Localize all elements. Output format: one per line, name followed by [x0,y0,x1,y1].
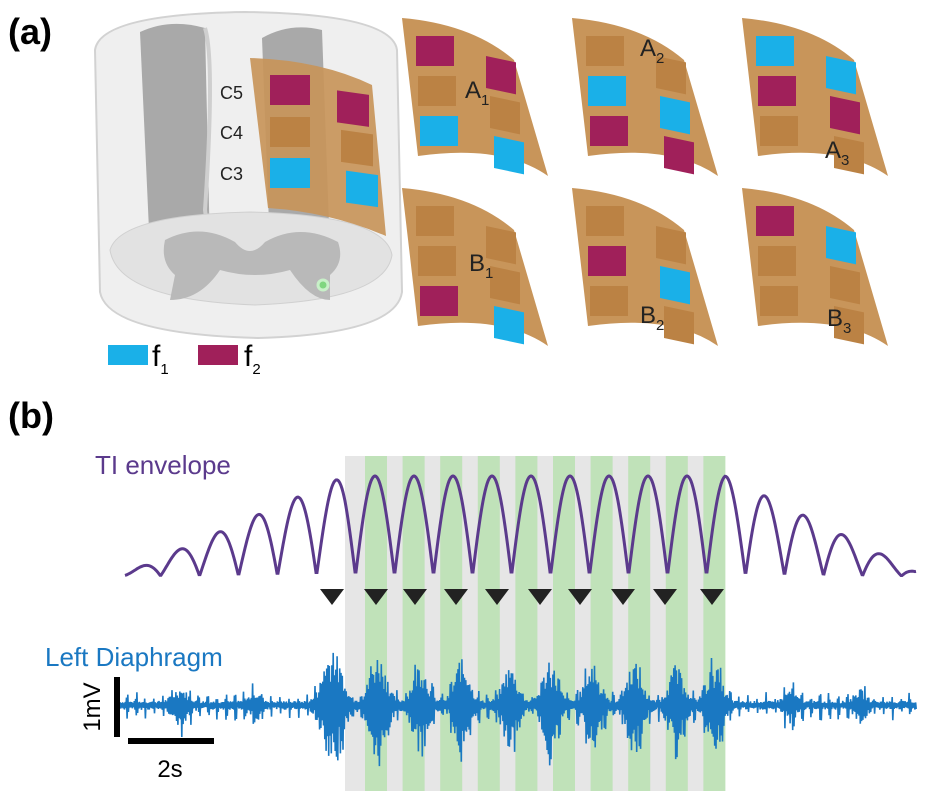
legend-label: f2 [244,340,261,378]
electrode-pad [490,266,520,304]
electrode-pad [590,116,628,146]
electrode-pad [830,266,860,304]
spinal-cord [95,12,402,338]
configuration-subscript: 1 [481,92,489,109]
electrode-pad [656,226,686,264]
configuration-panel: A1 [402,18,548,176]
scale-bar [128,738,214,744]
configuration-name: B [640,302,656,329]
stimulation-band [553,456,575,791]
electrode-pad [760,286,798,316]
configuration-subscript: 1 [485,265,493,282]
stimulation-band [403,456,425,791]
electrode-pad [758,246,796,276]
electrode-pad [588,246,626,276]
configuration-panel: A2 [572,18,718,176]
electrode-pad [758,76,796,106]
level-label: C3 [220,164,243,184]
electrode-pad [660,96,690,134]
scale-label: 1mV [79,682,106,731]
electrode-pad [418,76,456,106]
electrode-pad [490,96,520,134]
electrode-pad [586,36,624,66]
configuration-panel: A3 [742,18,888,176]
configuration-subscript: 3 [843,320,851,337]
pulse-marker [320,589,344,605]
panel-label: (a) [8,11,52,52]
configuration-subscript: 2 [656,50,664,67]
electrode-pad [590,286,628,316]
configuration-name: A [825,137,841,164]
electrode-pad [418,246,456,276]
configuration-panel: B2 [572,188,718,346]
configuration-subscript: 2 [656,317,664,334]
electrode-pad [494,136,524,174]
electrode-pad [420,116,458,146]
electrode-pad [826,56,856,94]
electrode-pad [588,76,626,106]
electrode-pad [416,36,454,66]
figure: (a) C5 C4 C3 A1A2A3B1B2B3 f1 f2 (b) TI e… [0,0,927,791]
level-label: C4 [220,123,243,143]
level-label: C5 [220,83,243,103]
scale-label: 2s [157,756,182,783]
trace-label: TI envelope [95,450,231,480]
electrode-pad [826,226,856,264]
legend-swatch [198,345,238,365]
configuration-panel: B1 [402,188,548,346]
configuration-name: B [827,305,843,332]
configuration-name: A [465,77,481,104]
electrode-pad [664,306,694,344]
electrode-pad [760,116,798,146]
configuration-name: A [640,35,656,62]
electrode-pad [420,286,458,316]
electrode-pad [756,36,794,66]
electrode-pad [416,206,454,236]
trace-label: Left Diaphragm [45,642,223,672]
configuration-name: B [469,250,485,277]
legend-swatch [108,345,148,365]
stimulation-bands [345,456,725,791]
electrode-pad [486,226,516,264]
electrode-pad [664,136,694,174]
configuration-subscript: 3 [841,152,849,169]
legend-label: f1 [152,340,169,378]
electrode-pad [486,56,516,94]
electrode-pad [494,306,524,344]
configuration-panel: B3 [742,188,888,346]
electrode-pad [586,206,624,236]
stimulation-band [515,456,537,791]
electrode-pad [660,266,690,304]
electrode-pad [830,96,860,134]
panel-label: (b) [8,395,54,436]
electrode-pad [756,206,794,236]
scale-bar [114,677,120,737]
